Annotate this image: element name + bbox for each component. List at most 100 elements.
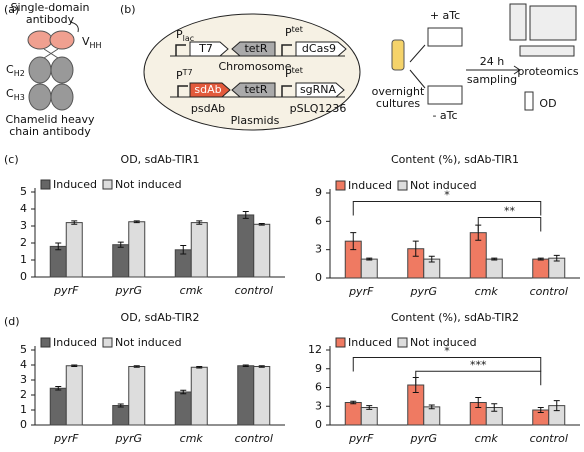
legend-swatch [397,180,408,191]
significance: * [444,345,450,358]
label: dCas9 [302,42,336,55]
bar [253,223,271,278]
bar [532,258,550,279]
y-tick-label: 5 [20,185,27,198]
bar [253,366,271,426]
bracket [352,201,542,216]
x-tick-label: pyrF [53,432,79,445]
label: tetR [244,83,267,96]
domain [28,83,52,111]
label: Plasmids [231,114,280,127]
tube [391,39,405,71]
monitor [529,5,577,41]
bar [49,245,67,278]
gene [295,82,345,98]
bracket [352,357,542,372]
legend-swatch [335,180,346,191]
label: pSLQ1236 [290,102,347,115]
chart-title: Content (%), sdAb-TIR2 [391,311,519,324]
bar [360,258,378,279]
label: chain antibody [9,125,91,138]
y-tick-label: 4 [20,358,27,371]
y-tick-label: 0 [20,418,27,431]
y-tick-label: 1 [20,403,27,416]
bar [485,258,503,279]
label: CH3 [6,87,25,102]
x-tick-label: pyrG [114,284,142,297]
label: T7 [198,42,213,55]
error-bar [475,397,482,408]
error-bar [350,400,357,405]
label: PT7 [176,68,193,83]
x-tick-label: control [235,432,273,445]
y-tick-label: 2 [20,388,27,401]
domain [28,56,52,84]
bar [49,387,67,426]
error-bar [117,403,124,408]
legend-label: Induced [348,179,392,192]
error-bar [537,257,544,261]
y-tick-label: 2 [20,236,27,249]
error-bar [366,405,373,410]
x-tick-label: control [530,432,568,445]
label: Plac [176,28,194,43]
legend-label: Not induced [410,336,477,349]
y-tick-label: 6 [315,214,322,227]
legend-swatch [102,337,113,348]
label: overnight [372,85,425,98]
y-tick-label: 9 [315,362,322,375]
label: proteomics [517,65,579,78]
label: Chromosome [218,60,291,73]
label: Chamelid heavy [6,113,95,126]
y-tick-label: 0 [20,270,27,283]
x-tick-label: pyrG [409,432,437,445]
panel-label: (d) [4,315,20,328]
bar [112,405,130,426]
gene [189,41,229,57]
plate [427,85,463,105]
y-tick-label: 1 [20,253,27,266]
bar [237,214,255,278]
label: VHH [82,35,102,50]
arrow [69,21,79,33]
legend-swatch [335,337,346,348]
label: 24 h [480,55,504,68]
error-bar [180,389,187,395]
panel-label: (a) [4,3,19,16]
label: - aTc [432,109,457,122]
error-bar [133,220,140,224]
promoter [177,85,188,97]
arrow [466,65,521,75]
bar [190,222,208,278]
error-bar [350,232,357,251]
bar [190,366,208,426]
y-tick-label: 0 [315,271,322,284]
error-bar [180,245,187,255]
gene [231,82,276,98]
bar [237,365,255,426]
error-bar [242,364,249,367]
bar [65,222,83,278]
linker [43,48,59,59]
label: sgRNA [300,83,337,96]
panel-label: (b) [120,3,136,16]
domain [50,56,74,84]
error-bar [491,257,498,261]
label: + aTc [430,9,460,22]
legend-swatch [40,179,51,190]
x-tick-label: control [530,285,568,298]
bar [174,391,192,426]
bar [128,366,146,426]
label: antibody [26,13,75,26]
promoter [281,44,292,56]
legend-label: Induced [53,178,97,191]
y-tick-label: 3 [315,243,322,256]
label: Ptet [285,66,303,81]
y-tick-label: 6 [315,381,322,394]
y-tick-label: 4 [20,202,27,215]
legend-swatch [102,179,113,190]
bracket [415,370,542,386]
domain [50,83,74,111]
chart-title: OD, sdAb-TIR2 [121,311,200,324]
label: Ptet [285,25,303,40]
